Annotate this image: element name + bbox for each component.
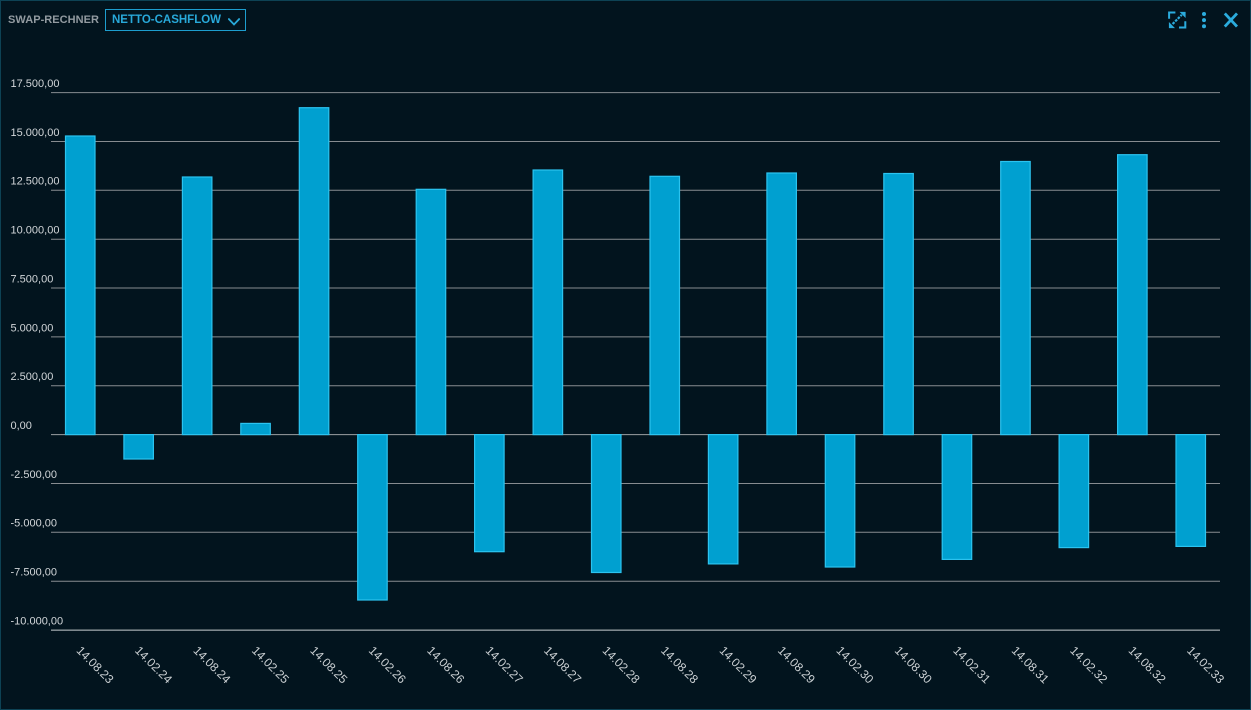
svg-text:14.02.30: 14.02.30 [833, 643, 876, 686]
svg-text:14.02.31: 14.02.31 [950, 643, 993, 686]
svg-text:2.500,00: 2.500,00 [11, 371, 54, 383]
svg-text:-10.000,00: -10.000,00 [11, 616, 64, 628]
svg-text:14.08.28: 14.08.28 [658, 643, 701, 686]
svg-text:14.02.29: 14.02.29 [717, 643, 760, 686]
svg-text:-7.500,00: -7.500,00 [11, 567, 57, 579]
svg-text:14.02.26: 14.02.26 [366, 643, 409, 686]
svg-text:14.02.25: 14.02.25 [249, 643, 292, 686]
svg-text:14.02.27: 14.02.27 [483, 643, 526, 686]
svg-text:14.08.29: 14.08.29 [775, 643, 818, 686]
svg-text:-5.000,00: -5.000,00 [11, 518, 57, 530]
svg-text:14.08.25: 14.08.25 [307, 643, 350, 686]
svg-text:7.500,00: 7.500,00 [11, 273, 54, 285]
svg-text:14.08.31: 14.08.31 [1009, 643, 1052, 686]
svg-text:0,00: 0,00 [11, 420, 32, 432]
svg-text:14.08.30: 14.08.30 [892, 643, 935, 686]
svg-text:17.500,00: 17.500,00 [11, 78, 60, 90]
svg-text:12.500,00: 12.500,00 [11, 176, 60, 188]
svg-text:14.02.24: 14.02.24 [132, 643, 175, 686]
svg-text:5.000,00: 5.000,00 [11, 322, 54, 334]
svg-text:14.08.27: 14.08.27 [541, 643, 584, 686]
svg-text:15.000,00: 15.000,00 [11, 127, 60, 139]
svg-text:14.08.24: 14.08.24 [190, 643, 233, 686]
svg-text:14.02.32: 14.02.32 [1067, 643, 1110, 686]
svg-text:14.02.28: 14.02.28 [600, 643, 643, 686]
svg-text:14.08.32: 14.08.32 [1126, 643, 1169, 686]
svg-text:14.02.33: 14.02.33 [1184, 643, 1227, 686]
svg-text:14.08.26: 14.08.26 [424, 643, 467, 686]
svg-text:-2.500,00: -2.500,00 [11, 469, 57, 481]
svg-text:14.08.23: 14.08.23 [74, 643, 117, 686]
svg-text:10.000,00: 10.000,00 [11, 225, 60, 237]
